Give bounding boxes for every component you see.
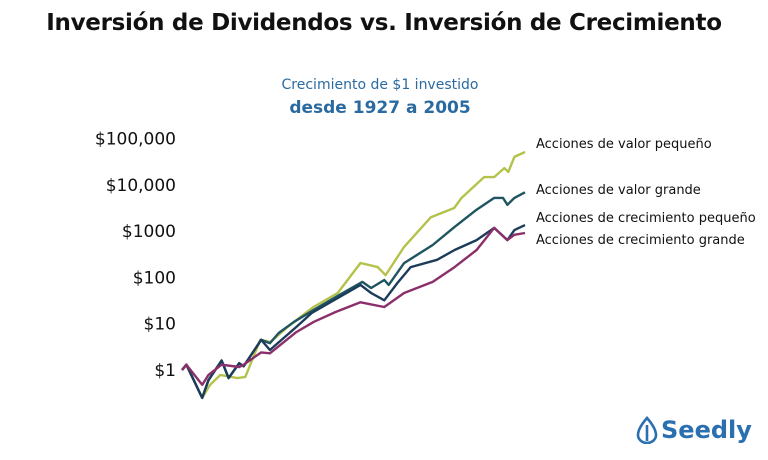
logo-text: Seedly [661,416,752,444]
series-line-4 [181,226,526,386]
y-tick-label: $100,000 [95,130,176,150]
chart-subtitle-line1: Crecimiento de $1 investido [281,77,479,93]
y-tick-label: $1 [154,361,176,381]
chart-title: Inversión de Dividendos vs. Inversión de… [46,10,722,36]
series-label: Acciones de crecimiento pequeño [536,211,756,226]
y-tick-label: $100 [133,268,176,288]
series-label: Acciones de crecimiento grande [536,233,745,248]
y-tick-label: $10 [144,315,176,335]
y-tick-label: $10,000 [106,176,176,196]
series-line-3 [181,224,526,400]
series-label: Acciones de valor pequeño [536,137,712,152]
seed-icon [636,416,658,444]
series-label: Acciones de valor grande [536,183,701,198]
y-tick-label: $1000 [122,222,176,242]
seedly-logo: Seedly [636,416,752,444]
series-line-1 [181,150,526,400]
chart-subtitle-line2: desde 1927 a 2005 [289,98,471,118]
